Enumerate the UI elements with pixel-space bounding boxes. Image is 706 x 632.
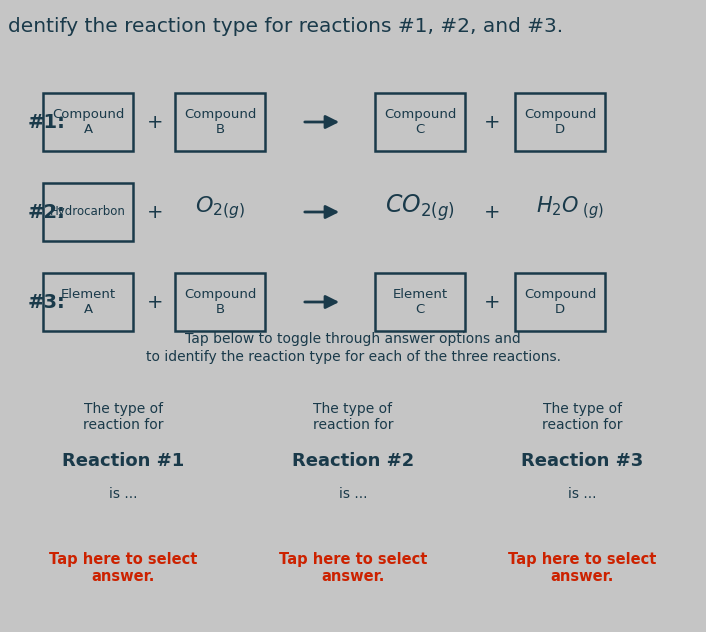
Bar: [375, 273, 465, 331]
Text: Compound
A: Compound A: [52, 108, 124, 136]
Text: Reaction #3: Reaction #3: [521, 452, 644, 470]
Text: Tap here to select
answer.: Tap here to select answer.: [279, 552, 427, 585]
Bar: [175, 273, 265, 331]
Bar: [43, 183, 133, 241]
Text: The type of
reaction for: The type of reaction for: [83, 402, 164, 432]
Text: The type of
reaction for: The type of reaction for: [313, 402, 393, 432]
Text: Compound
D: Compound D: [524, 288, 596, 316]
Text: $CO_{2(g)}$: $CO_{2(g)}$: [385, 193, 455, 223]
Bar: [43, 93, 133, 151]
Text: Tap below to toggle through answer options and: Tap below to toggle through answer optio…: [185, 332, 521, 346]
Text: Element
A: Element A: [61, 288, 116, 316]
Text: Compound
D: Compound D: [524, 108, 596, 136]
Text: Hydrocarbon: Hydrocarbon: [50, 205, 126, 219]
Text: Reaction #1: Reaction #1: [62, 452, 185, 470]
Text: Tap here to select
answer.: Tap here to select answer.: [508, 552, 657, 585]
Text: The type of
reaction for: The type of reaction for: [542, 402, 623, 432]
Bar: [515, 273, 605, 331]
Text: $O_{2(g)}$: $O_{2(g)}$: [195, 195, 245, 221]
Text: #2:: #2:: [28, 202, 66, 221]
Text: Element
C: Element C: [393, 288, 448, 316]
Text: to identify the reaction type for each of the three reactions.: to identify the reaction type for each o…: [145, 350, 561, 364]
Text: #3:: #3:: [28, 293, 66, 312]
Text: Tap here to select
answer.: Tap here to select answer.: [49, 552, 198, 585]
Bar: [515, 93, 605, 151]
Text: $H_2O_{\ (g)}$: $H_2O_{\ (g)}$: [536, 195, 604, 221]
Text: Compound
B: Compound B: [184, 108, 256, 136]
Text: Compound
C: Compound C: [384, 108, 456, 136]
Text: +: +: [484, 112, 501, 131]
Text: is ...: is ...: [109, 487, 138, 501]
Bar: [375, 93, 465, 151]
Text: is ...: is ...: [339, 487, 367, 501]
Text: Compound
B: Compound B: [184, 288, 256, 316]
Bar: [43, 273, 133, 331]
Text: dentify the reaction type for reactions #1, #2, and #3.: dentify the reaction type for reactions …: [8, 17, 563, 36]
Text: +: +: [147, 202, 163, 221]
Text: +: +: [147, 293, 163, 312]
Bar: [175, 93, 265, 151]
Text: +: +: [484, 293, 501, 312]
Text: +: +: [484, 202, 501, 221]
Text: Reaction #2: Reaction #2: [292, 452, 414, 470]
Text: +: +: [147, 112, 163, 131]
Text: #1:: #1:: [28, 112, 66, 131]
Text: is ...: is ...: [568, 487, 597, 501]
